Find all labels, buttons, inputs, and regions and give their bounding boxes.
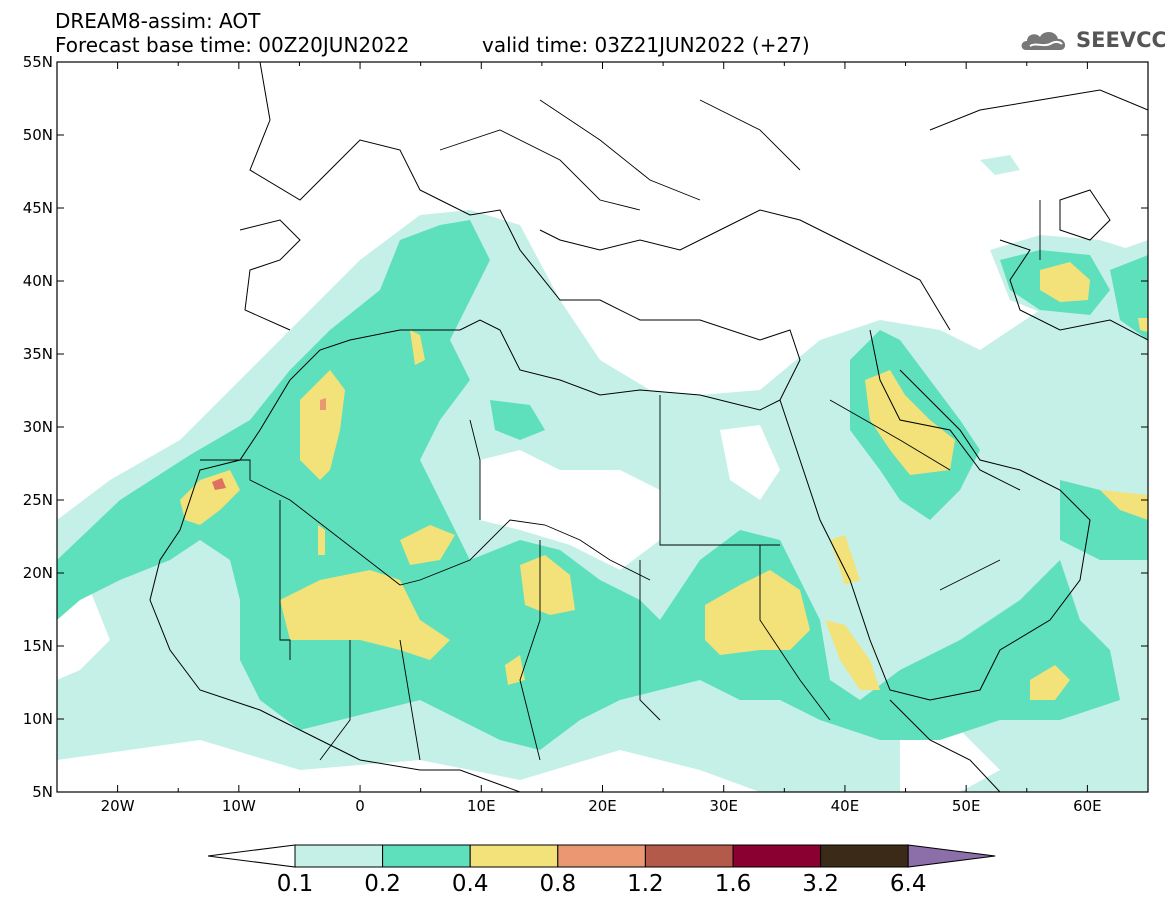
lat-label: 5N [32,783,53,801]
country-borders [200,99,1041,761]
colorbar-swatch [732,844,822,868]
lon-label: 20E [588,797,617,815]
lon-label: 60E [1073,797,1102,815]
lon-label: 10E [467,797,496,815]
seevccc-logo: SEEVCCC [1018,26,1165,56]
logo-text: SEEVCCC [1076,28,1165,52]
longitude-axis: 20W 10W 0 10E 20E 30E 40E 50E 60E [56,62,1149,815]
colorbar-upper-arrow [907,844,996,868]
colorbar-label: 1.2 [627,871,664,897]
colorbar-swatch [557,844,646,868]
map-title: DREAM8-assim: AOT [55,9,261,33]
lat-label: 45N [23,199,53,217]
colorbar-swatch [644,844,734,868]
lat-label: 40N [23,272,53,290]
lon-label: 40E [831,797,860,815]
colorbar-label: 3.2 [802,871,839,897]
latitude-axis: 55N 50N 45N 40N 35N 30N 25N 20N 15N 10N 5N [23,53,1148,801]
lat-label: 10N [23,710,53,728]
coastlines [149,62,1148,792]
lon-label: 0 [355,797,365,815]
lon-label: 50E [952,797,981,815]
lat-label: 35N [23,345,53,363]
colorbar-swatch [469,844,559,868]
aot-field [57,62,1148,792]
lat-label: 15N [23,637,53,655]
lat-label: 55N [23,53,53,71]
valid-time: valid time: 03Z21JUN2022 (+27) [482,33,810,57]
lat-label: 25N [23,491,53,509]
lon-label: 20W [101,797,135,815]
colorbar-label: 1.6 [715,871,752,897]
colorbar-label: 0.2 [364,871,401,897]
cloud-icon [1021,31,1066,50]
colorbar-lower-arrow [207,844,296,868]
forecast-base-time: Forecast base time: 00Z20JUN2022 [55,33,410,57]
aot-band-0-8 [212,398,326,490]
colorbar-label: 6.4 [890,871,927,897]
colorbar-label: 0.8 [540,871,577,897]
colorbar-label: 0.1 [277,871,314,897]
colorbar-label: 0.4 [452,871,489,897]
aot-band-0-4 [180,262,1148,700]
lon-label: 10W [222,797,256,815]
colorbar-swatch [294,844,384,868]
lon-label: 30E [709,797,738,815]
lat-label: 20N [23,564,53,582]
lat-label: 30N [23,418,53,436]
lat-label: 50N [23,126,53,144]
colorbar: 0.1 0.2 0.4 0.8 1.2 1.6 3.2 6.4 [207,844,996,897]
colorbar-swatch [382,844,471,868]
aot-clear-areas [57,425,1000,792]
colorbar-swatch [820,844,909,868]
